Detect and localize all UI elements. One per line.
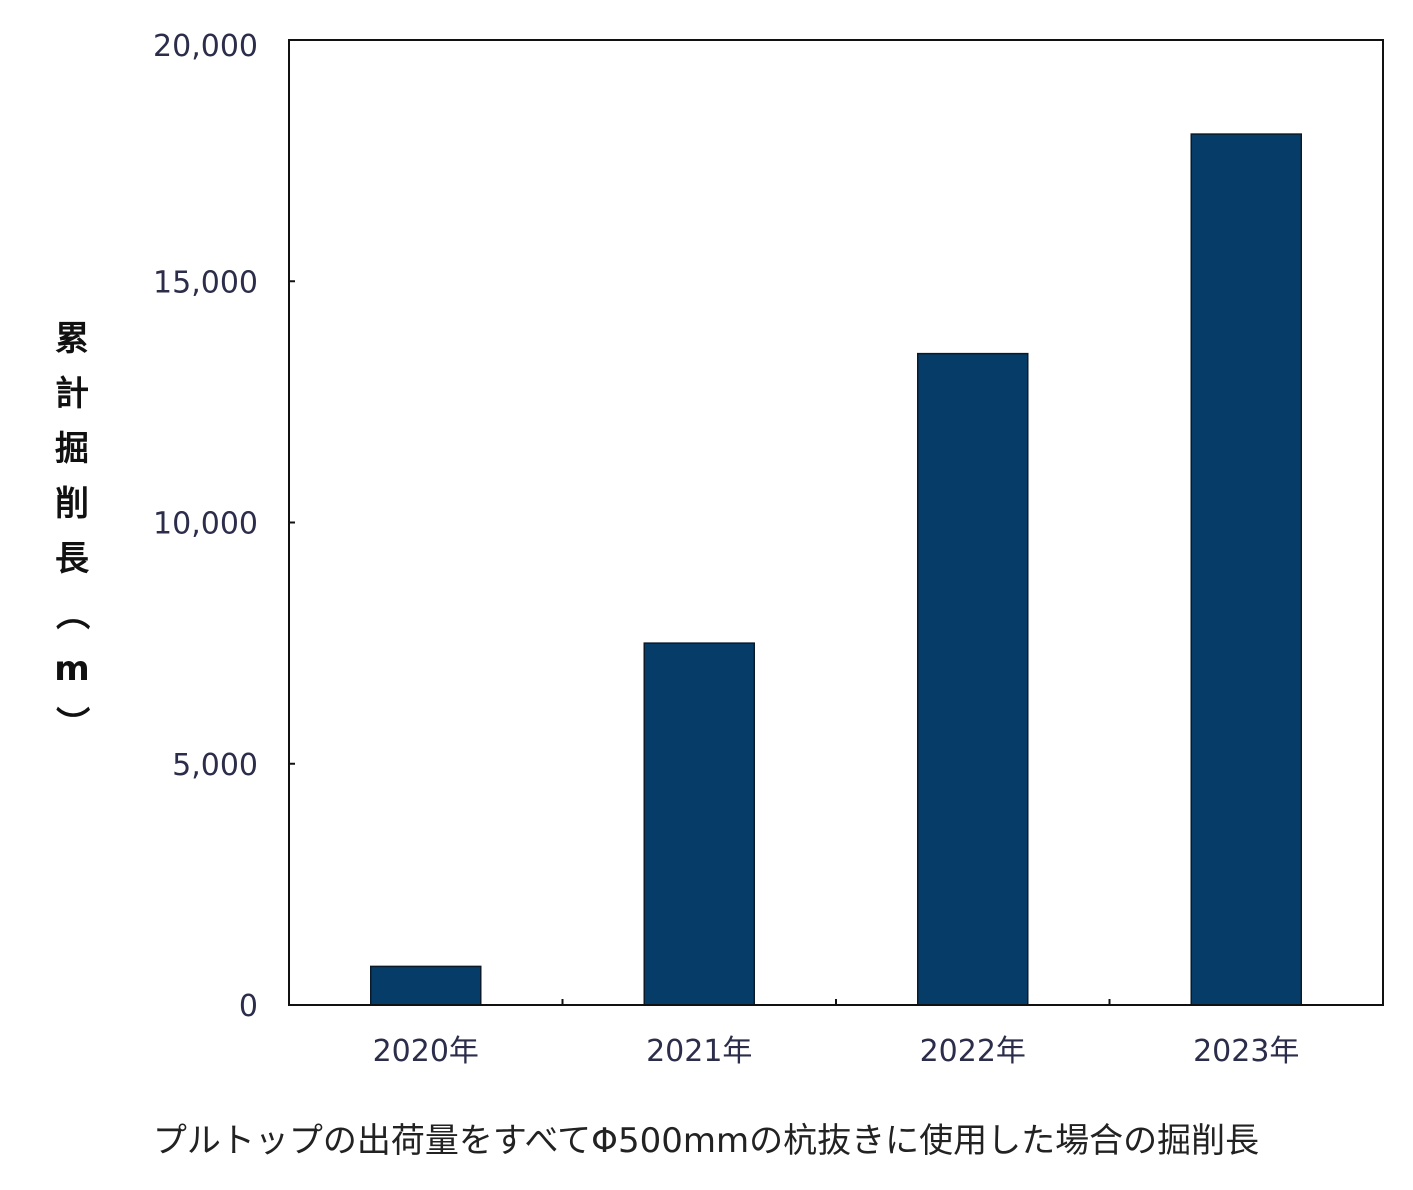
x-tick-labels: 2020年 2021年 2022年 2023年 (373, 1034, 1300, 1069)
chart-caption: プルトップの出荷量をすべてΦ500mmの杭抜きに使用した場合の掘削長 (153, 1121, 1259, 1161)
y-tick-label: 15,000 (153, 265, 258, 300)
x-tick-label: 2020年 (373, 1034, 479, 1069)
y-tick-labels: 0 5,000 10,000 15,000 20,000 (153, 29, 258, 1024)
y-axis-label-char: ） (51, 706, 91, 740)
y-tick-label: 0 (239, 989, 258, 1024)
y-axis-label-char: 累 (55, 319, 89, 359)
y-axis-label-char: 掘 (55, 429, 89, 469)
x-tick-label: 2021年 (646, 1034, 752, 1069)
y-axis-label-char: 削 (55, 484, 89, 524)
bar-2023年 (1190, 133, 1302, 1006)
bar-2020年 (370, 965, 482, 1006)
y-axis-label-char: m (54, 649, 89, 689)
y-axis-label-char: 計 (55, 374, 89, 414)
y-axis-label-char: 長 (55, 539, 90, 579)
x-tick-marks (561, 999, 1111, 1005)
bars-group (370, 133, 1302, 1006)
bar-2022年 (917, 352, 1029, 1006)
x-tick-label: 2023年 (1193, 1034, 1299, 1069)
y-tick-marks (289, 39, 295, 1006)
y-tick-label: 5,000 (172, 748, 258, 783)
y-tick-label: 20,000 (153, 29, 258, 64)
y-axis-label-char: （ (51, 596, 91, 630)
x-tick-label: 2022年 (920, 1034, 1026, 1069)
bar-2021年 (643, 642, 755, 1006)
y-tick-label: 10,000 (153, 507, 258, 542)
